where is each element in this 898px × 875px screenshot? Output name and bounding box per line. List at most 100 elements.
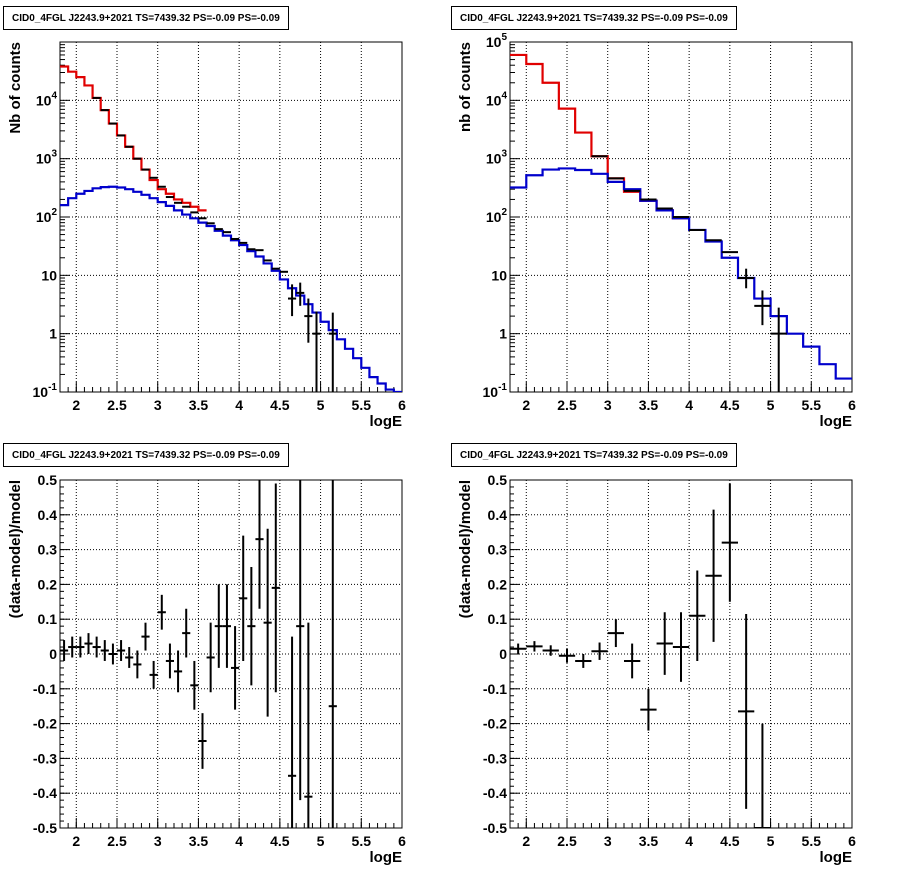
- y-tick-label: -0.5: [33, 820, 57, 836]
- data-point: [304, 622, 313, 828]
- data-point: [558, 648, 576, 663]
- y-tick-label: 0.5: [38, 472, 58, 488]
- data-point: [108, 643, 117, 665]
- y-tick-label: 0.5: [488, 472, 508, 488]
- data-point: [255, 480, 264, 609]
- data-point: [738, 268, 755, 289]
- data-point: [157, 594, 166, 630]
- data-point: [656, 612, 673, 675]
- y-tick-label: 0.1: [488, 611, 508, 627]
- data-point: [672, 612, 690, 682]
- data-point: [510, 643, 527, 654]
- x-tick-label: 3.5: [189, 833, 209, 849]
- data-point: [68, 636, 77, 658]
- x-tick-label: 5.5: [802, 833, 822, 849]
- x-tick-label: 5: [767, 833, 775, 849]
- x-tick-label: 3: [604, 397, 612, 413]
- data-point: [738, 613, 755, 809]
- x-tick-label: 5: [767, 397, 775, 413]
- plot-panel-3: 2 2.5 3 3.5 4 4.5 5 5.5 6 -0.5 -0.4 -0.3 -0.2 -0.1 0 0.…: [7, 472, 406, 866]
- y-tick-label: -0.5: [483, 820, 507, 836]
- y-tick-label: -0.1: [33, 681, 57, 697]
- y-tick-label: 0.3: [38, 542, 58, 558]
- y-tick-label: -0.3: [483, 750, 507, 766]
- data-point: [296, 480, 305, 801]
- x-tick-label: 6: [848, 397, 856, 413]
- data-point: [231, 626, 240, 710]
- y-tick-label: 104: [36, 90, 58, 108]
- data-point: [328, 480, 337, 828]
- plot-panel-4: 2 2.5 3 3.5 4 4.5 5 5.5 6 -0.5 -0.4 -0.3 -0.2 -0.1 0 0.…: [457, 472, 856, 866]
- data-point: [304, 298, 313, 343]
- y-tick-label: -0.1: [483, 681, 507, 697]
- x-tick-label: 4: [235, 833, 243, 849]
- y-tick-label: 0.1: [38, 611, 58, 627]
- data-point: [575, 654, 592, 668]
- x-axis-title: logE: [820, 413, 853, 430]
- x-tick-label: 4.5: [270, 833, 290, 849]
- x-tick-label: 2.5: [107, 833, 127, 849]
- y-tick-label: -0.2: [33, 716, 57, 732]
- y-axis-title: Nb of counts: [7, 42, 24, 134]
- x-tick-label: 3: [604, 833, 612, 849]
- x-tick-label: 5.5: [352, 397, 372, 413]
- plot-data: [510, 53, 852, 392]
- x-tick-label: 2.5: [557, 833, 577, 849]
- y-tick-label: 10: [491, 267, 507, 283]
- component_model-histogram: [510, 167, 852, 380]
- x-tick-label: 4: [685, 397, 693, 413]
- x-tick-label: 6: [398, 833, 406, 849]
- y-tick-label: 102: [36, 207, 58, 225]
- data-point: [640, 688, 657, 731]
- data-point: [312, 311, 321, 392]
- x-tick-label: 5.5: [352, 833, 372, 849]
- component_model-histogram: [60, 185, 402, 392]
- data-point: [239, 535, 248, 661]
- data-point: [100, 640, 109, 661]
- x-tick-label: 2: [72, 833, 80, 849]
- y-tick-label: 0: [49, 646, 57, 662]
- data-point: [133, 650, 142, 679]
- y-tick-label: 105: [486, 32, 508, 50]
- x-tick-label: 2.5: [557, 397, 577, 413]
- y-axis-title: (data-model)/model: [457, 480, 474, 618]
- data-point: [689, 570, 706, 661]
- x-tick-label: 4: [685, 833, 693, 849]
- y-tick-label: 0.3: [488, 542, 508, 558]
- data-point: [328, 312, 337, 392]
- data-point: [263, 528, 272, 717]
- data-point: [174, 650, 183, 693]
- data-point: [705, 509, 722, 642]
- data-point: [125, 647, 134, 668]
- x-tick-label: 3: [154, 397, 162, 413]
- x-tick-label: 3.5: [639, 833, 659, 849]
- y-tick-label: -0.2: [483, 716, 507, 732]
- x-tick-label: 2: [72, 397, 80, 413]
- y-tick-label: -0.3: [33, 750, 57, 766]
- x-tick-label: 3.5: [189, 397, 209, 413]
- data-point: [591, 642, 608, 660]
- x-axis-title: logE: [370, 413, 403, 430]
- y-axis-title: (data-model)/model: [7, 480, 24, 618]
- plot-data: [510, 483, 771, 828]
- data-point: [149, 660, 158, 689]
- data-point: [721, 483, 738, 602]
- data-point: [198, 713, 207, 769]
- data-point: [288, 284, 297, 317]
- x-tick-label: 2: [522, 833, 530, 849]
- total_model-histogram: [510, 53, 690, 220]
- data-point: [76, 636, 85, 658]
- x-tick-label: 3.5: [639, 397, 659, 413]
- x-tick-label: 4.5: [720, 833, 740, 849]
- y-tick-label: 102: [486, 207, 508, 225]
- x-tick-label: 6: [398, 397, 406, 413]
- plot-frame: [509, 479, 853, 829]
- data-point: [206, 622, 215, 693]
- y-tick-label: 103: [36, 149, 58, 167]
- plot-title-3: CID0_4FGL J2243.9+2021 TS=7439.32 PS=-0.…: [3, 443, 289, 467]
- x-tick-label: 3: [154, 833, 162, 849]
- data-point: [165, 643, 174, 679]
- data-point: [754, 723, 771, 828]
- plot-frame: [59, 479, 403, 829]
